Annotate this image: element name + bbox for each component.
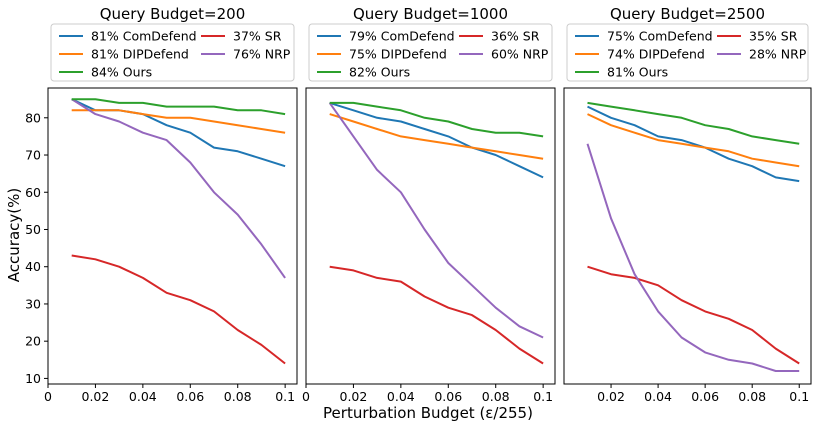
y-tick-label: 70 — [25, 148, 41, 163]
legend-label-ours: 81% Ours — [607, 65, 668, 80]
y-tick-label: 20 — [25, 334, 41, 349]
series-line-ours — [329, 101, 544, 138]
x-tick-label: 0.06 — [434, 389, 462, 404]
chart-title: Query Budget=2500 — [610, 5, 765, 23]
y-tick-label: 50 — [25, 222, 41, 237]
legend-label-ours: 84% Ours — [91, 65, 152, 80]
chart-panel-1: Query Budget=200 81% ComDefend 37% SR 81% D… — [25, 5, 298, 404]
legend-label-ours: 82% Ours — [349, 65, 410, 80]
legend-frame — [566, 23, 809, 82]
legend-label-dipdefend: 74% DIPDefend — [607, 47, 705, 62]
x-tick-label: 0.02 — [82, 389, 110, 404]
series-line-sr — [329, 265, 544, 365]
series-line-nrp — [71, 98, 286, 279]
legend-label-sr: 37% SR — [233, 29, 282, 44]
y-tick-label: 80 — [25, 110, 41, 125]
x-tick-label: 0.02 — [597, 389, 625, 404]
legend-label-comdefend: 81% ComDefend — [91, 29, 197, 44]
series-line-dipdefend — [71, 109, 286, 134]
series-line-dipdefend — [587, 113, 800, 168]
legend-label-sr: 36% SR — [491, 29, 540, 44]
x-tick-label: 0.06 — [176, 389, 204, 404]
x-tick-label: 0.04 — [387, 389, 415, 404]
y-tick-label: 30 — [25, 296, 41, 311]
chart-panel-3: Query Budget=2500 75% ComDefend 35% SR 74% … — [563, 5, 812, 404]
series-line-ours — [71, 98, 286, 116]
x-tick-label: 0.1 — [789, 389, 809, 404]
series-line-nrp — [328, 102, 544, 339]
plot-frame — [47, 87, 298, 385]
legend-label-comdefend: 79% ComDefend — [349, 29, 455, 44]
legend-label-nrp: 60% NRP — [491, 47, 549, 62]
plot-frame — [563, 87, 812, 385]
series-line-sr — [71, 254, 286, 365]
x-tick-label: 0.04 — [129, 389, 157, 404]
legend-label-nrp: 28% NRP — [749, 47, 807, 62]
series-line-comdefend — [587, 105, 800, 183]
x-tick-label: 0.06 — [691, 389, 719, 404]
chart-title: Query Budget=200 — [100, 5, 246, 23]
series-line-comdefend — [329, 101, 544, 179]
series-line-sr — [587, 265, 800, 365]
chart-title: Query Budget=1000 — [353, 5, 508, 23]
y-tick-label: 40 — [25, 259, 41, 274]
x-tick-label: 0.08 — [482, 389, 510, 404]
legend: 75% ComDefend 35% SR 74% DIPDefend 28% NRP 8… — [566, 23, 809, 82]
x-tick-label: 0 — [302, 389, 310, 404]
x-tick-label: 0.02 — [340, 389, 368, 404]
legend-frame — [308, 23, 553, 82]
legend: 79% ComDefend 36% SR 75% DIPDefend 60% NRP 8… — [308, 23, 553, 82]
x-tick-label: 0.1 — [275, 389, 295, 404]
y-tick-label: 10 — [25, 371, 41, 386]
legend-frame — [50, 23, 295, 82]
legend-label-nrp: 76% NRP — [233, 47, 291, 62]
x-tick-label: 0.08 — [738, 389, 766, 404]
legend-label-dipdefend: 81% DIPDefend — [91, 47, 189, 62]
legend-label-sr: 35% SR — [749, 29, 798, 44]
series-line-dipdefend — [329, 113, 544, 160]
legend-label-dipdefend: 75% DIPDefend — [349, 47, 447, 62]
chart-panels: Query Budget=200 81% ComDefend 37% SR 81% D… — [25, 5, 812, 404]
y-tick-label: 60 — [25, 185, 41, 200]
x-tick-label: 0 — [44, 389, 52, 404]
y-axis-label: Accuracy(%) — [5, 188, 23, 282]
x-tick-label: 0.04 — [644, 389, 672, 404]
series-line-ours — [587, 101, 800, 145]
x-tick-label: 0.1 — [533, 389, 553, 404]
x-tick-label: 0.08 — [224, 389, 252, 404]
legend: 81% ComDefend 37% SR 81% DIPDefend 76% NRP 8… — [50, 23, 295, 82]
x-axis-label: Perturbation Budget (ε/255) — [323, 404, 533, 422]
plot-frame — [305, 87, 556, 385]
legend-label-comdefend: 75% ComDefend — [607, 29, 713, 44]
series-line-nrp — [586, 143, 800, 372]
chart-panel-2: Query Budget=1000 79% ComDefend 36% SR 75% … — [302, 5, 556, 404]
